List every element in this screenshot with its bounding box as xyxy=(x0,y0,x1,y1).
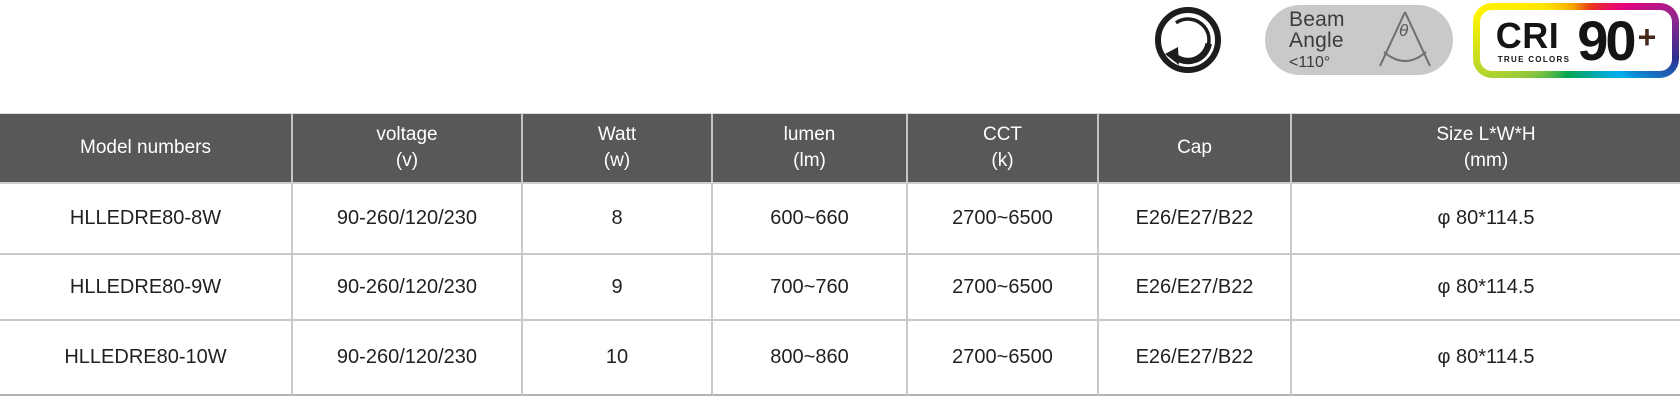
table-cell: 10 xyxy=(523,321,713,396)
cri-plus-sign: + xyxy=(1637,19,1657,55)
beam-angle-badge: Beam Angle <110° θ xyxy=(1265,5,1453,75)
cri-badge: CRI TRUE COLORS 90 + xyxy=(1473,3,1679,78)
col-header-size: Size L*W*H (mm) xyxy=(1292,113,1680,184)
table-cell: 90-260/120/230 xyxy=(293,255,523,321)
theta-symbol: θ xyxy=(1399,21,1409,40)
dimmable-knob-icon xyxy=(1155,7,1221,73)
table-cell: HLLEDRE80-8W xyxy=(0,184,293,255)
table-cell: 700~760 xyxy=(713,255,908,321)
badge-cluster: Beam Angle <110° θ CRI TRUE COLORS 90 + xyxy=(0,0,1680,110)
cri-value: 90 xyxy=(1577,8,1636,72)
table-cell: 2700~6500 xyxy=(908,321,1099,396)
table-header: Model numbers voltage (v) Watt (w) lumen… xyxy=(0,113,1680,184)
table-cell: φ 80*114.5 xyxy=(1292,255,1680,321)
beam-angle-text: Beam Angle <110° xyxy=(1289,9,1345,72)
cri-label-block: CRI TRUE COLORS xyxy=(1495,15,1571,65)
cri-badge-inner: CRI TRUE COLORS 90 + xyxy=(1480,10,1672,71)
col-header-watt: Watt (w) xyxy=(523,113,713,184)
table-cell: HLLEDRE80-9W xyxy=(0,255,293,321)
cri-label: CRI xyxy=(1495,15,1560,56)
table-body: HLLEDRE80-8W 90-260/120/230 8 600~660 2700~6… xyxy=(0,184,1680,396)
table-cell: E26/E27/B22 xyxy=(1099,184,1292,255)
table-cell: 2700~6500 xyxy=(908,184,1099,255)
table-row: HLLEDRE80-9W 90-260/120/230 9 700~760 2700~6… xyxy=(0,255,1680,321)
table-cell: φ 80*114.5 xyxy=(1292,321,1680,396)
table-cell: 90-260/120/230 xyxy=(293,321,523,396)
spec-table: Model numbers voltage (v) Watt (w) lumen… xyxy=(0,113,1680,396)
cri-subtitle: TRUE COLORS xyxy=(1497,55,1571,64)
beam-angle-value: <110° xyxy=(1289,53,1331,71)
table-cell: φ 80*114.5 xyxy=(1292,184,1680,255)
beam-angle-title-line2: Angle xyxy=(1289,28,1344,52)
table-cell: E26/E27/B22 xyxy=(1099,255,1292,321)
header-row: Model numbers voltage (v) Watt (w) lumen… xyxy=(0,113,1680,184)
table-cell: HLLEDRE80-10W xyxy=(0,321,293,396)
col-header-voltage: voltage (v) xyxy=(293,113,523,184)
col-header-model-numbers: Model numbers xyxy=(0,113,293,184)
beam-angle-title-line1: Beam xyxy=(1289,7,1345,31)
table-cell: E26/E27/B22 xyxy=(1099,321,1292,396)
table-cell: 600~660 xyxy=(713,184,908,255)
col-header-cap: Cap xyxy=(1099,113,1292,184)
table-row: HLLEDRE80-10W 90-260/120/230 10 800~860 2700… xyxy=(0,321,1680,396)
table-row: HLLEDRE80-8W 90-260/120/230 8 600~660 2700~6… xyxy=(0,184,1680,255)
table-cell: 800~860 xyxy=(713,321,908,396)
col-header-lumen: lumen (lm) xyxy=(713,113,908,184)
table-cell: 2700~6500 xyxy=(908,255,1099,321)
beam-angle-cone-icon: θ xyxy=(1379,11,1431,67)
dimmable-icon xyxy=(1151,3,1225,76)
table-cell: 90-260/120/230 xyxy=(293,184,523,255)
table-cell: 9 xyxy=(523,255,713,321)
table-cell: 8 xyxy=(523,184,713,255)
col-header-cct: CCT (k) xyxy=(908,113,1099,184)
